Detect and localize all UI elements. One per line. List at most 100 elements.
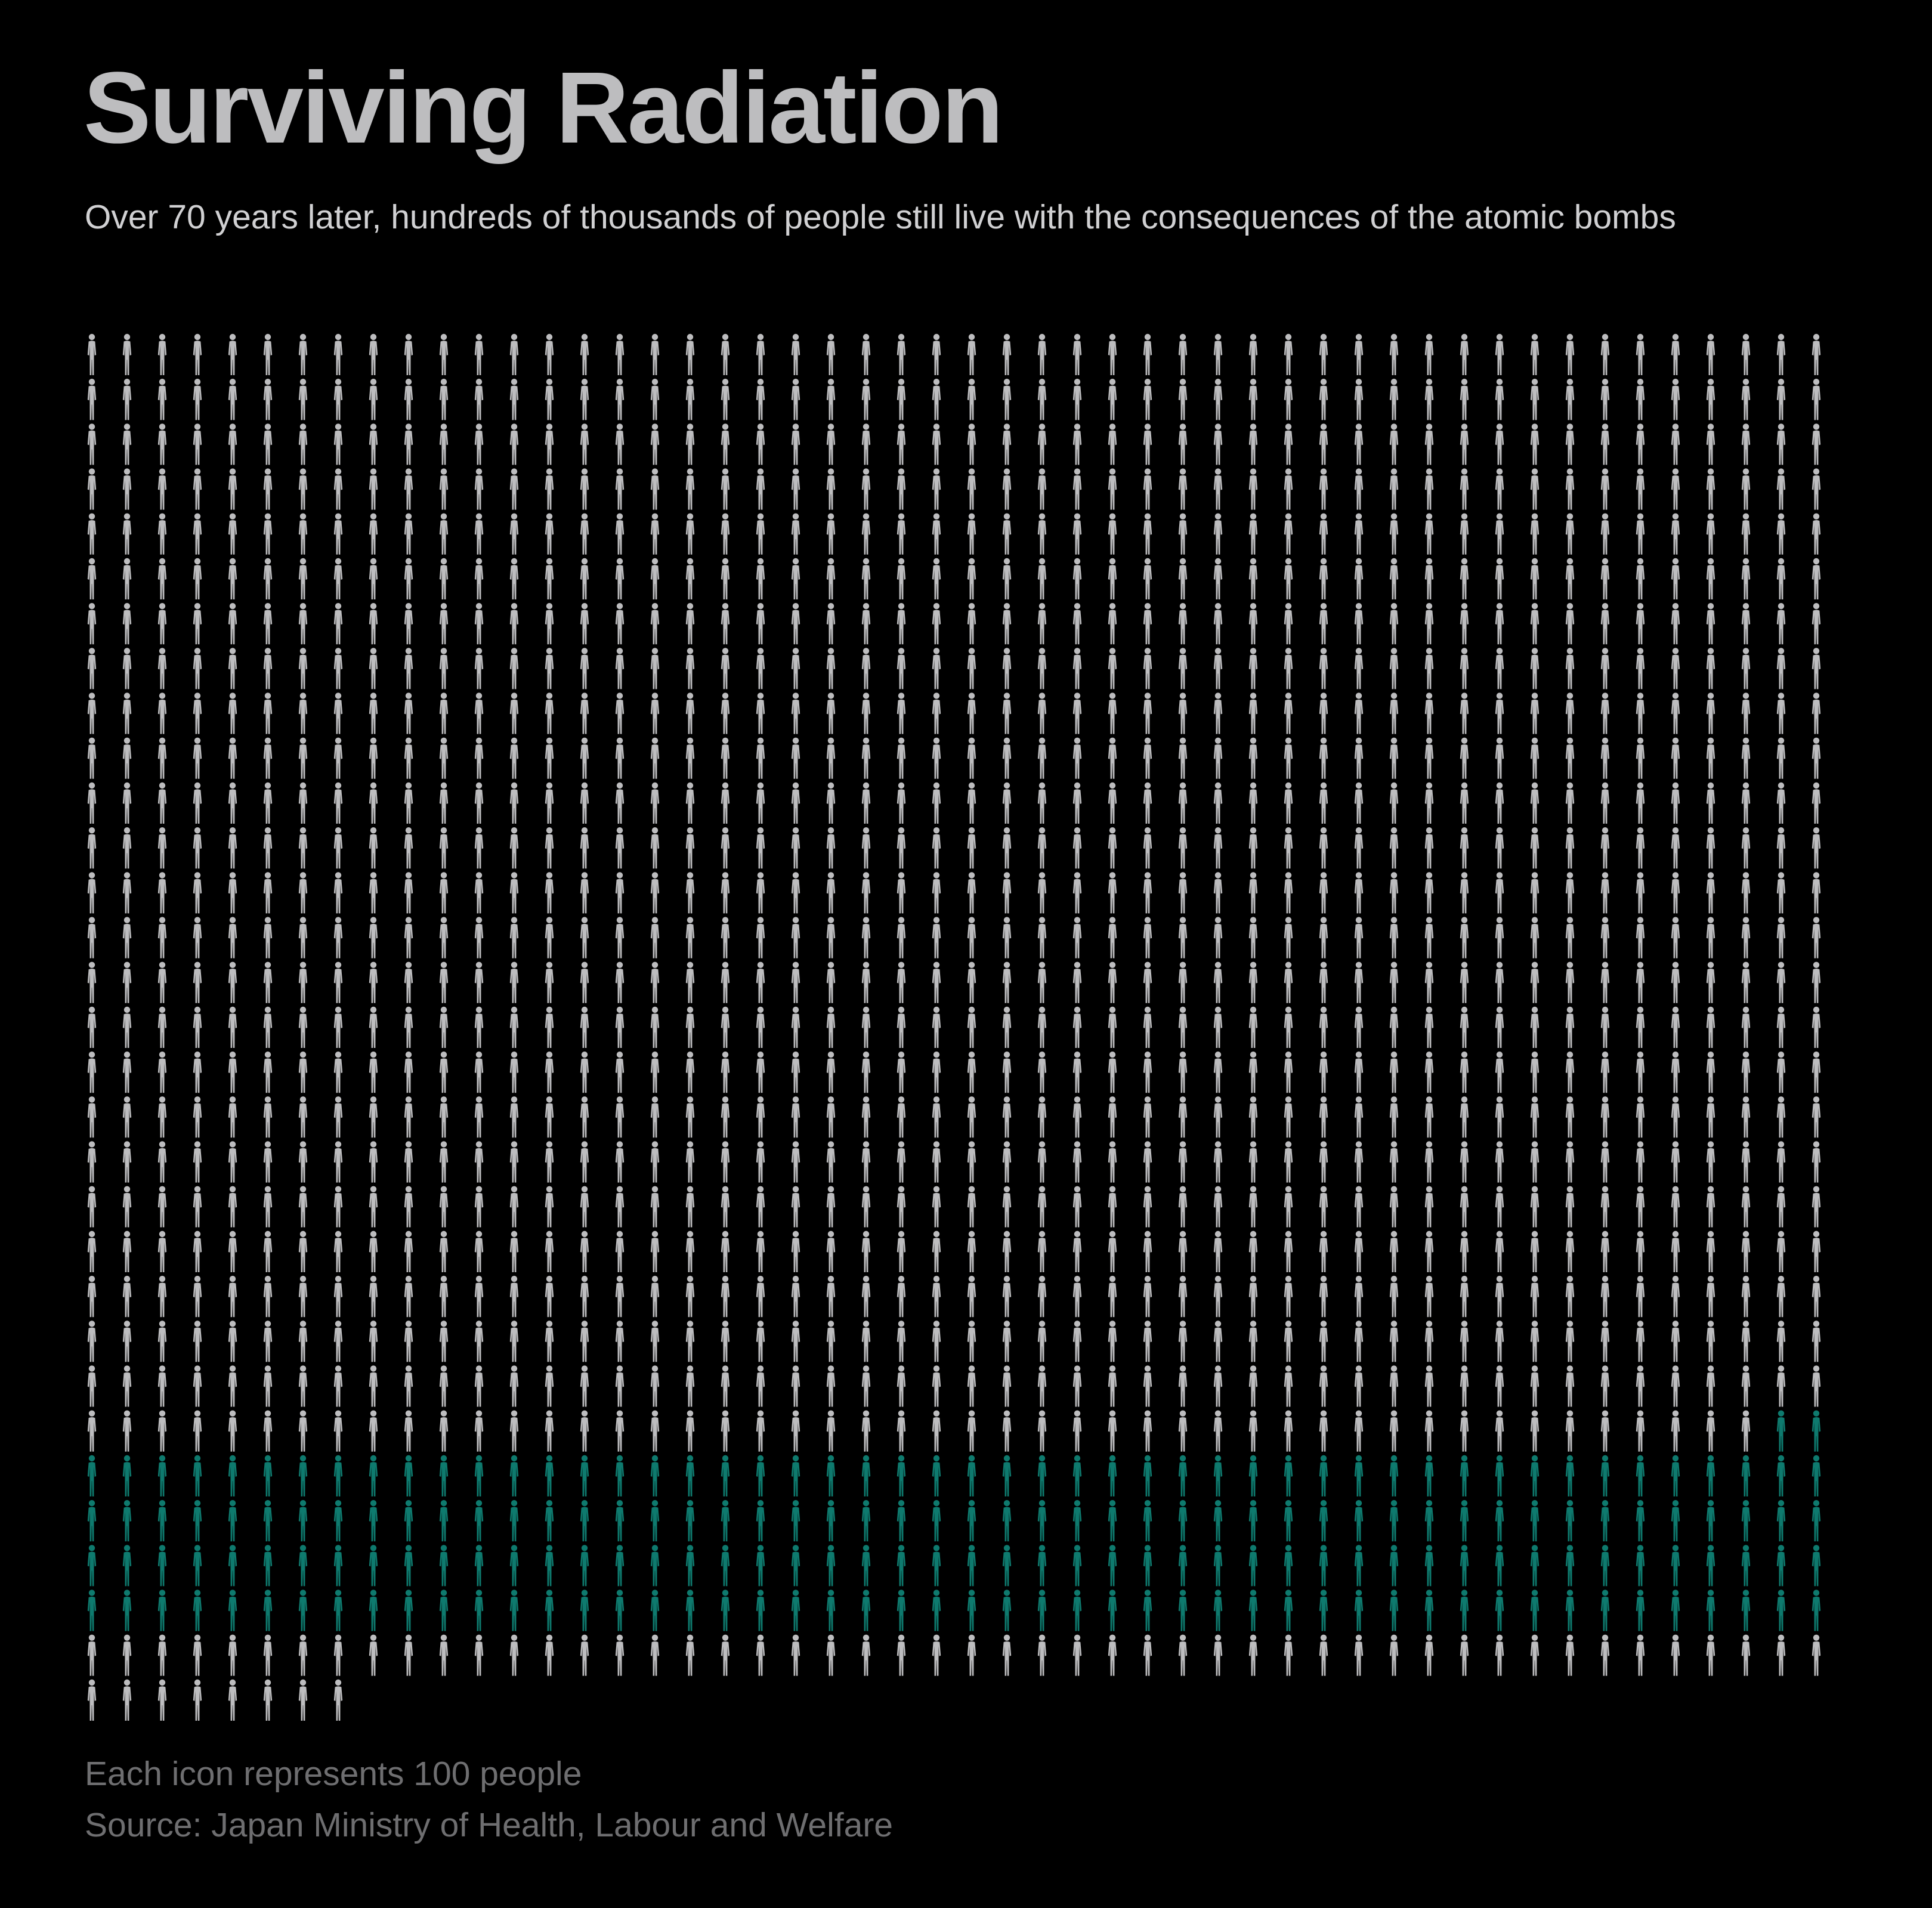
person-icon <box>474 603 484 645</box>
person-icon-highlighted <box>650 1455 660 1496</box>
person-icon <box>1354 423 1364 465</box>
person-icon <box>1284 1276 1293 1318</box>
person-icon <box>650 468 660 510</box>
person-icon <box>1495 1321 1504 1362</box>
person-icon <box>369 468 378 510</box>
person-icon <box>967 737 976 779</box>
person-icon <box>615 782 625 824</box>
person-icon <box>1460 1321 1469 1362</box>
person-icon <box>1671 1096 1680 1138</box>
person-icon <box>650 961 660 1003</box>
person-icon <box>369 1096 378 1138</box>
person-icon <box>1108 1276 1117 1318</box>
person-icon <box>545 333 554 375</box>
person-icon <box>685 1186 695 1227</box>
person-icon <box>1284 1052 1293 1093</box>
person-icon <box>1671 782 1680 824</box>
person-icon <box>1812 423 1821 465</box>
person-icon <box>1776 1634 1786 1676</box>
person-icon <box>1424 737 1434 779</box>
person-icon <box>1002 1006 1012 1048</box>
person-icon <box>932 1052 941 1093</box>
person-icon <box>1776 468 1786 510</box>
person-icon <box>967 468 976 510</box>
person-icon <box>1671 692 1680 734</box>
person-icon <box>509 648 519 689</box>
person-icon <box>333 782 343 824</box>
person-icon <box>685 692 695 734</box>
person-icon <box>333 1634 343 1676</box>
person-icon <box>157 1276 167 1318</box>
person-icon <box>1776 737 1786 779</box>
person-icon <box>1530 827 1540 869</box>
person-icon <box>404 1230 413 1272</box>
person-icon <box>263 333 273 375</box>
person-icon-highlighted <box>1565 1590 1575 1631</box>
person-icon <box>826 782 836 824</box>
person-icon-highlighted <box>1776 1455 1786 1496</box>
person-icon <box>87 782 97 824</box>
person-icon <box>122 1230 132 1272</box>
person-icon <box>1776 1006 1786 1048</box>
person-icon <box>1178 1052 1188 1093</box>
person-icon <box>1495 827 1504 869</box>
person-icon <box>439 1230 449 1272</box>
person-icon <box>228 1679 237 1721</box>
person-icon <box>615 379 625 420</box>
person-icon <box>1671 468 1680 510</box>
person-icon <box>1143 513 1152 555</box>
person-icon <box>1776 961 1786 1003</box>
person-icon <box>791 558 800 599</box>
person-icon <box>756 1141 765 1183</box>
person-icon <box>580 468 589 510</box>
person-icon <box>333 603 343 645</box>
person-icon <box>87 917 97 958</box>
person-icon <box>580 737 589 779</box>
person-icon <box>756 1052 765 1093</box>
person-icon <box>1565 648 1575 689</box>
person-icon <box>1037 961 1047 1003</box>
person-icon <box>1072 961 1082 1003</box>
person-icon <box>1424 379 1434 420</box>
person-icon <box>1143 468 1152 510</box>
person-icon-highlighted <box>1812 1500 1821 1542</box>
person-icon <box>615 1141 625 1183</box>
person-icon <box>1530 379 1540 420</box>
person-icon <box>1108 423 1117 465</box>
person-icon <box>1495 468 1504 510</box>
person-icon <box>1037 1276 1047 1318</box>
person-icon <box>263 603 273 645</box>
person-icon <box>193 1230 202 1272</box>
person-icon-highlighted <box>87 1500 97 1542</box>
person-icon <box>1460 1052 1469 1093</box>
person-icon <box>404 558 413 599</box>
person-icon <box>1037 1410 1047 1452</box>
person-icon <box>1248 379 1258 420</box>
person-icon <box>861 1096 871 1138</box>
person-icon <box>1002 827 1012 869</box>
person-icon <box>1389 648 1399 689</box>
person-icon <box>509 379 519 420</box>
person-icon <box>439 513 449 555</box>
person-icon <box>580 827 589 869</box>
person-icon <box>404 1052 413 1093</box>
person-icon-highlighted <box>474 1590 484 1631</box>
person-icon <box>826 513 836 555</box>
person-icon <box>1143 872 1152 914</box>
person-icon <box>1776 423 1786 465</box>
person-icon <box>721 737 730 779</box>
person-icon-highlighted <box>1636 1590 1645 1631</box>
person-icon <box>1671 1006 1680 1048</box>
person-icon <box>1108 1365 1117 1407</box>
person-icon <box>369 1230 378 1272</box>
person-icon <box>122 1096 132 1138</box>
person-icon-highlighted <box>826 1545 836 1587</box>
person-icon <box>1741 558 1751 599</box>
person-icon <box>826 1410 836 1452</box>
person-icon <box>298 737 308 779</box>
person-icon <box>369 1186 378 1227</box>
person-icon <box>1284 648 1293 689</box>
person-icon-highlighted <box>791 1500 800 1542</box>
person-icon <box>439 1052 449 1093</box>
person-icon <box>580 1365 589 1407</box>
